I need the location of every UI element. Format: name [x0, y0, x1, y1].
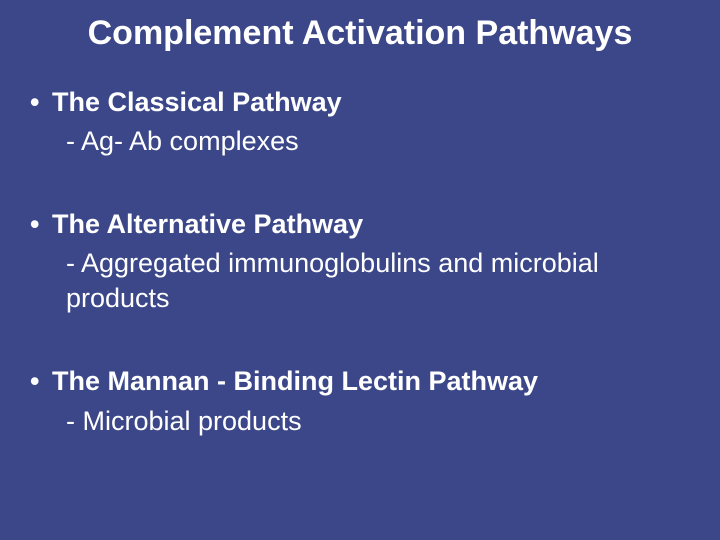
section-alternative: •The Alternative Pathway - Aggregated im…: [30, 207, 690, 316]
bullet-dot-icon: •: [30, 364, 52, 399]
heading-text: The Classical Pathway: [52, 87, 342, 117]
section-classical: •The Classical Pathway - Ag- Ab complexe…: [30, 85, 690, 159]
sub-point: - Aggregated immunoglobulins and microbi…: [30, 246, 690, 316]
sub-point: - Microbial products: [30, 404, 690, 439]
slide-title: Complement Activation Pathways: [0, 0, 720, 63]
sub-point: - Ag- Ab complexes: [30, 124, 690, 159]
bullet-dot-icon: •: [30, 85, 52, 120]
presentation-slide: Complement Activation Pathways •The Clas…: [0, 0, 720, 540]
section-mannan: •The Mannan - Binding Lectin Pathway - M…: [30, 364, 690, 438]
bullet-heading: •The Alternative Pathway: [30, 207, 690, 242]
heading-text: The Alternative Pathway: [52, 209, 363, 239]
bullet-dot-icon: •: [30, 207, 52, 242]
bullet-heading: •The Classical Pathway: [30, 85, 690, 120]
heading-text: The Mannan - Binding Lectin Pathway: [52, 366, 538, 396]
bullet-heading: •The Mannan - Binding Lectin Pathway: [30, 364, 690, 399]
slide-content: •The Classical Pathway - Ag- Ab complexe…: [0, 85, 720, 439]
